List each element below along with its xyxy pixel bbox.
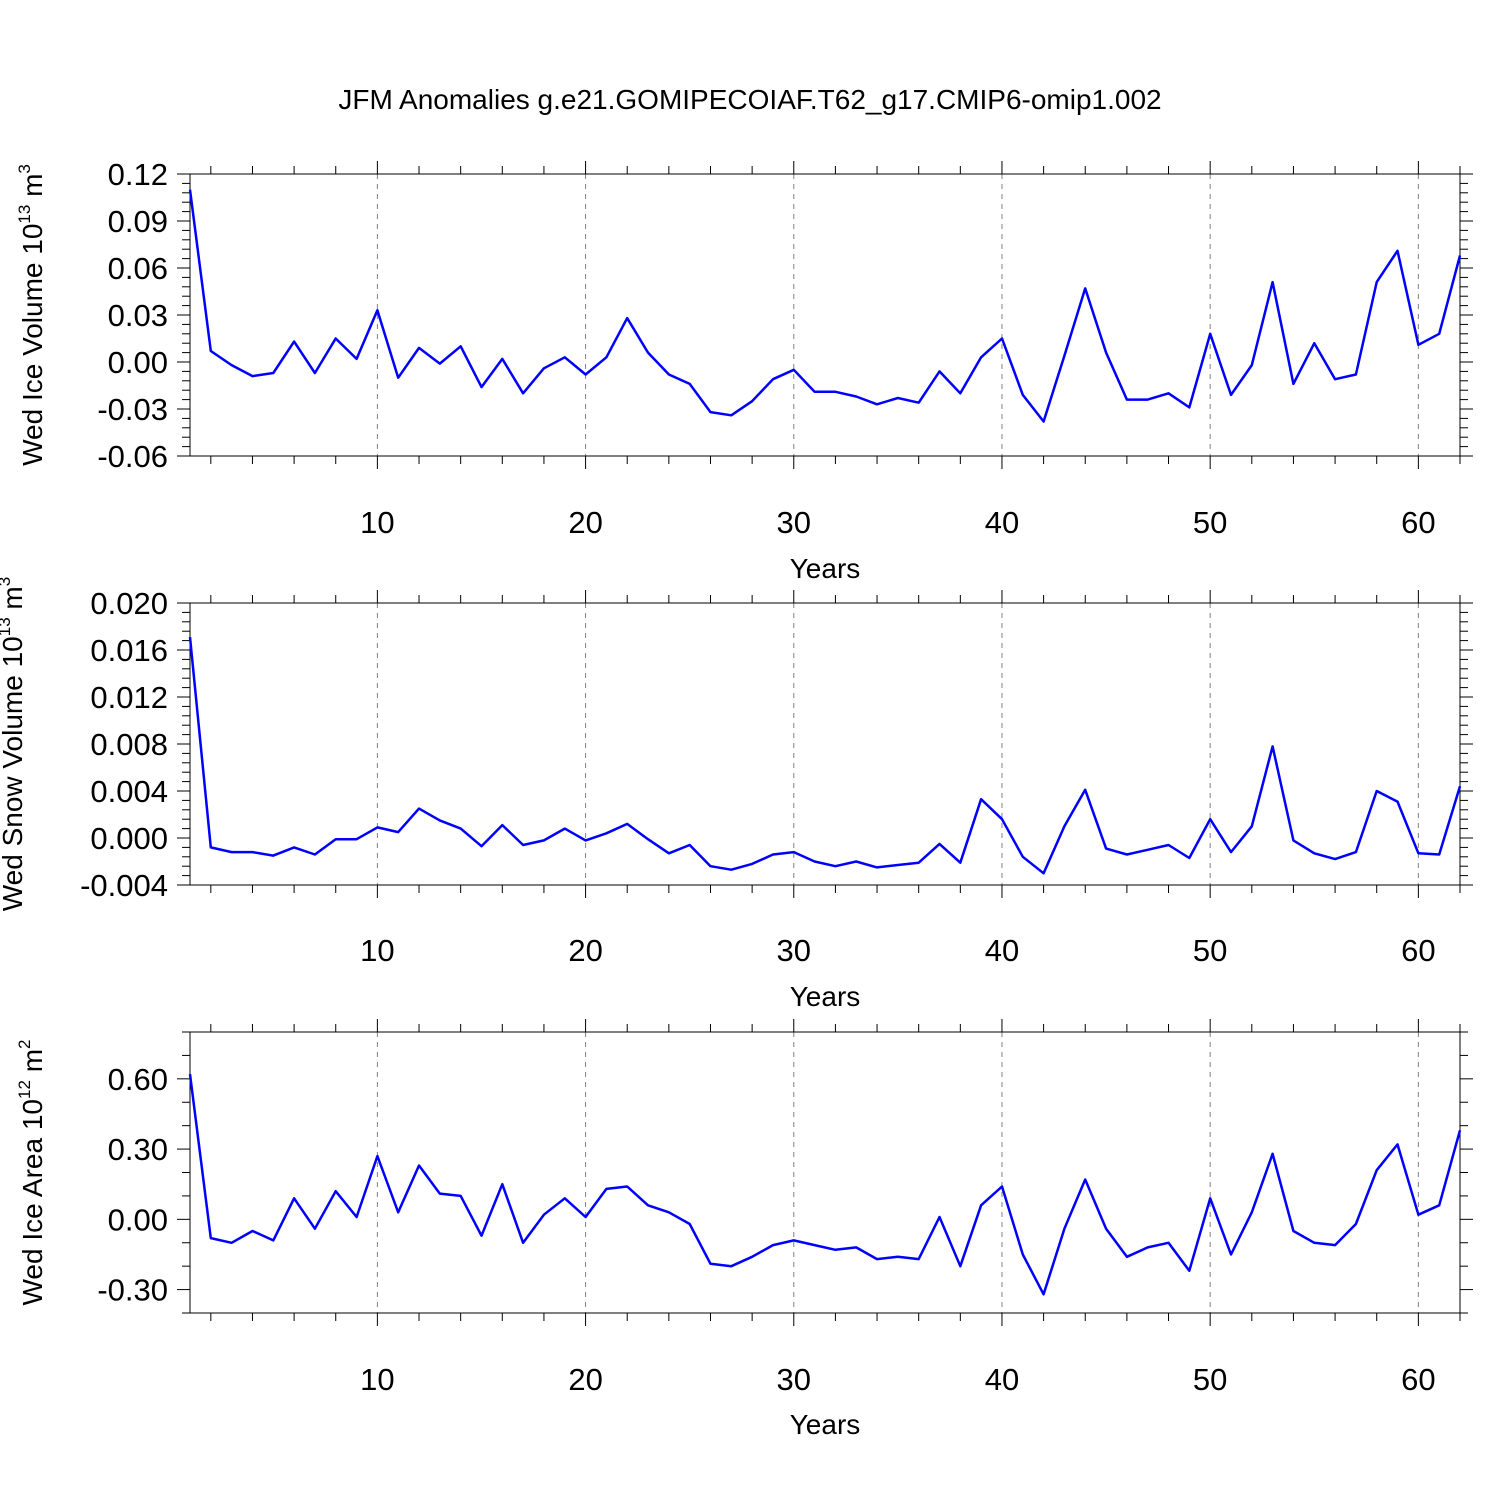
x-axis-label: Years	[790, 981, 861, 1012]
y-tick-label: 0.30	[108, 1132, 168, 1167]
y-axis-label: Wed Ice Volume 1013 m3	[15, 164, 48, 466]
y-tick-label: -0.06	[97, 439, 168, 474]
y-axis-label-unit-exponent: 3	[15, 164, 34, 173]
x-tick-label: 60	[1401, 933, 1435, 968]
x-axis-label: Years	[790, 1409, 861, 1440]
x-tick-label: 30	[777, 1362, 811, 1397]
y-tick-label: 0.60	[108, 1062, 168, 1097]
x-tick-label: 10	[360, 1362, 394, 1397]
y-axis-label-unit: m	[17, 174, 48, 205]
y-axis-label-exponent: 13	[15, 205, 34, 224]
y-tick-label: 0.12	[108, 157, 168, 192]
series-line	[188, 636, 1462, 875]
y-axis-label-main: Wed Ice Area 10	[17, 1099, 48, 1306]
plot-frame	[189, 602, 1461, 886]
y-tick-label: 0.000	[90, 821, 168, 856]
y-tick-label: -0.30	[97, 1273, 168, 1308]
x-tick-label: 50	[1193, 505, 1227, 540]
y-tick-label: 0.016	[90, 633, 168, 668]
x-tick-label: 60	[1401, 1362, 1435, 1397]
y-axis-label-exponent: 12	[15, 1080, 34, 1099]
y-tick-label: 0.012	[90, 680, 168, 715]
panel-3: -0.30 0.00 0.30 0.60 10 20 30 40 50 60 Years Wed Ic…	[15, 1019, 1473, 1440]
x-tick-label: 50	[1193, 1362, 1227, 1397]
y-tick-label: -0.03	[97, 392, 168, 427]
panel-1: -0.06 -0.03 0.00 0.03 0.06 0.09 0.12 10 20 30 40 50…	[15, 157, 1473, 584]
x-tick-label: 20	[568, 1362, 602, 1397]
plot-frame	[189, 1031, 1461, 1314]
y-axis-label-main: Wed Snow Volume 10	[0, 636, 28, 911]
y-axis-label-exponent: 13	[0, 617, 14, 636]
y-tick-label: -0.004	[80, 868, 168, 903]
chart-title: JFM Anomalies g.e21.GOMIPECOIAF.T62_g17.…	[338, 84, 1162, 115]
x-tick-label: 50	[1193, 933, 1227, 968]
panel-2: -0.004 0.000 0.004 0.008 0.012 0.016 0.020 10 20…	[0, 577, 1473, 1012]
y-axis-label: Wed Ice Area 1012 m2	[15, 1040, 48, 1306]
y-tick-label: 0.06	[108, 251, 168, 286]
y-axis-label: Wed Snow Volume 1013 m3	[0, 577, 28, 911]
y-axis-label-main: Wed Ice Volume 10	[17, 224, 48, 466]
y-tick-label: 0.03	[108, 298, 168, 333]
series-line	[188, 189, 1462, 423]
y-axis-label-unit: m	[0, 586, 28, 617]
series-line	[188, 1074, 1462, 1296]
x-tick-label: 10	[360, 933, 394, 968]
y-axis-label-unit-exponent: 2	[15, 1040, 34, 1049]
y-tick-label: 0.00	[108, 1202, 168, 1237]
plot-frame	[189, 173, 1461, 457]
y-tick-label: 0.008	[90, 727, 168, 762]
y-tick-label: 0.09	[108, 204, 168, 239]
x-tick-label: 40	[985, 505, 1019, 540]
x-axis-label: Years	[790, 553, 861, 584]
x-tick-label: 20	[568, 505, 602, 540]
y-tick-label: 0.00	[108, 345, 168, 380]
x-tick-label: 40	[985, 933, 1019, 968]
x-tick-label: 40	[985, 1362, 1019, 1397]
x-tick-label: 30	[777, 505, 811, 540]
x-tick-label: 10	[360, 505, 394, 540]
y-tick-label: 0.004	[90, 774, 168, 809]
x-tick-label: 60	[1401, 505, 1435, 540]
x-tick-label: 30	[777, 933, 811, 968]
y-tick-label: 0.020	[90, 586, 168, 621]
y-axis-label-unit: m	[17, 1049, 48, 1080]
y-axis-label-unit-exponent: 3	[0, 577, 14, 586]
x-tick-label: 20	[568, 933, 602, 968]
